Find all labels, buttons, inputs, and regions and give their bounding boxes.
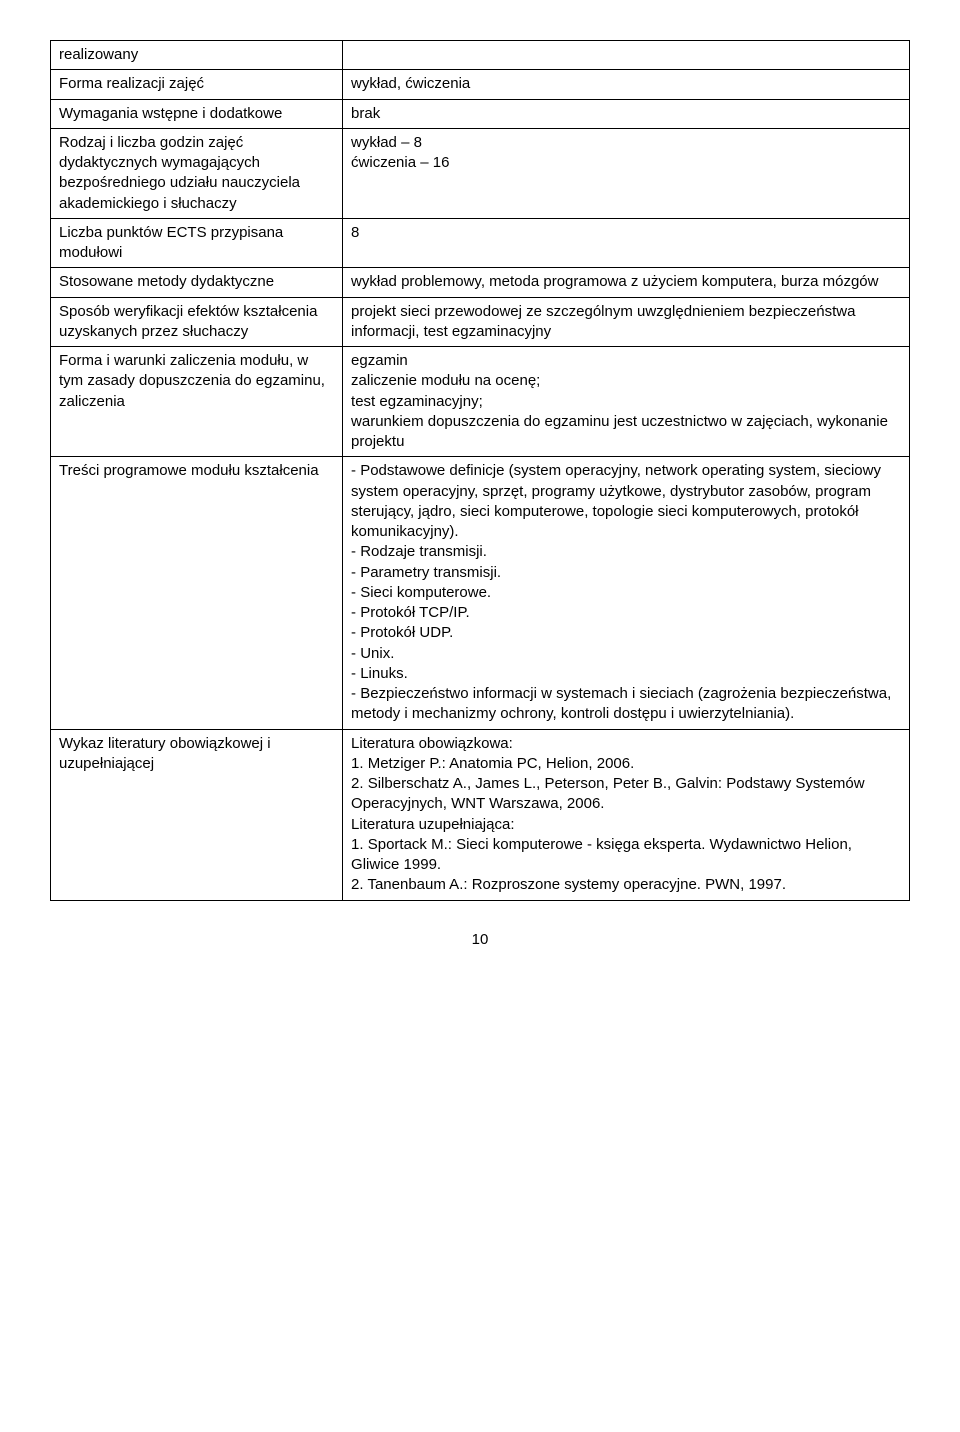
row-label: Rodzaj i liczba godzin zajęć dydaktyczny… xyxy=(51,128,343,218)
table-row: Sposób weryfikacji efektów kształcenia u… xyxy=(51,297,910,347)
table-body: realizowanyForma realizacji zajęćwykład,… xyxy=(51,41,910,901)
row-value: projekt sieci przewodowej ze szczególnym… xyxy=(343,297,910,347)
row-label: Wykaz literatury obowiązkowej i uzupełni… xyxy=(51,729,343,900)
table-row: Rodzaj i liczba godzin zajęć dydaktyczny… xyxy=(51,128,910,218)
table-row: Forma i warunki zaliczenia modułu, w tym… xyxy=(51,347,910,457)
table-row: Stosowane metody dydaktycznewykład probl… xyxy=(51,268,910,297)
row-label: Forma i warunki zaliczenia modułu, w tym… xyxy=(51,347,343,457)
row-value: wykład problemowy, metoda programowa z u… xyxy=(343,268,910,297)
row-value: wykład, ćwiczenia xyxy=(343,70,910,99)
table-row: Wymagania wstępne i dodatkowebrak xyxy=(51,99,910,128)
page-number: 10 xyxy=(50,931,910,948)
table-row: Liczba punktów ECTS przypisana modułowi8 xyxy=(51,218,910,268)
module-table: realizowanyForma realizacji zajęćwykład,… xyxy=(50,40,910,901)
row-label: realizowany xyxy=(51,41,343,70)
row-value xyxy=(343,41,910,70)
row-value: wykład – 8ćwiczenia – 16 xyxy=(343,128,910,218)
row-value: 8 xyxy=(343,218,910,268)
row-label: Liczba punktów ECTS przypisana modułowi xyxy=(51,218,343,268)
table-row: Wykaz literatury obowiązkowej i uzupełni… xyxy=(51,729,910,900)
table-row: Forma realizacji zajęćwykład, ćwiczenia xyxy=(51,70,910,99)
row-label: Treści programowe modułu kształcenia xyxy=(51,457,343,729)
table-row: Treści programowe modułu kształcenia- Po… xyxy=(51,457,910,729)
row-value: - Podstawowe definicje (system operacyjn… xyxy=(343,457,910,729)
table-row: realizowany xyxy=(51,41,910,70)
row-value: egzaminzaliczenie modułu na ocenę;test e… xyxy=(343,347,910,457)
row-label: Wymagania wstępne i dodatkowe xyxy=(51,99,343,128)
row-value: Literatura obowiązkowa:1. Metziger P.: A… xyxy=(343,729,910,900)
row-label: Stosowane metody dydaktyczne xyxy=(51,268,343,297)
row-label: Sposób weryfikacji efektów kształcenia u… xyxy=(51,297,343,347)
row-value: brak xyxy=(343,99,910,128)
row-label: Forma realizacji zajęć xyxy=(51,70,343,99)
